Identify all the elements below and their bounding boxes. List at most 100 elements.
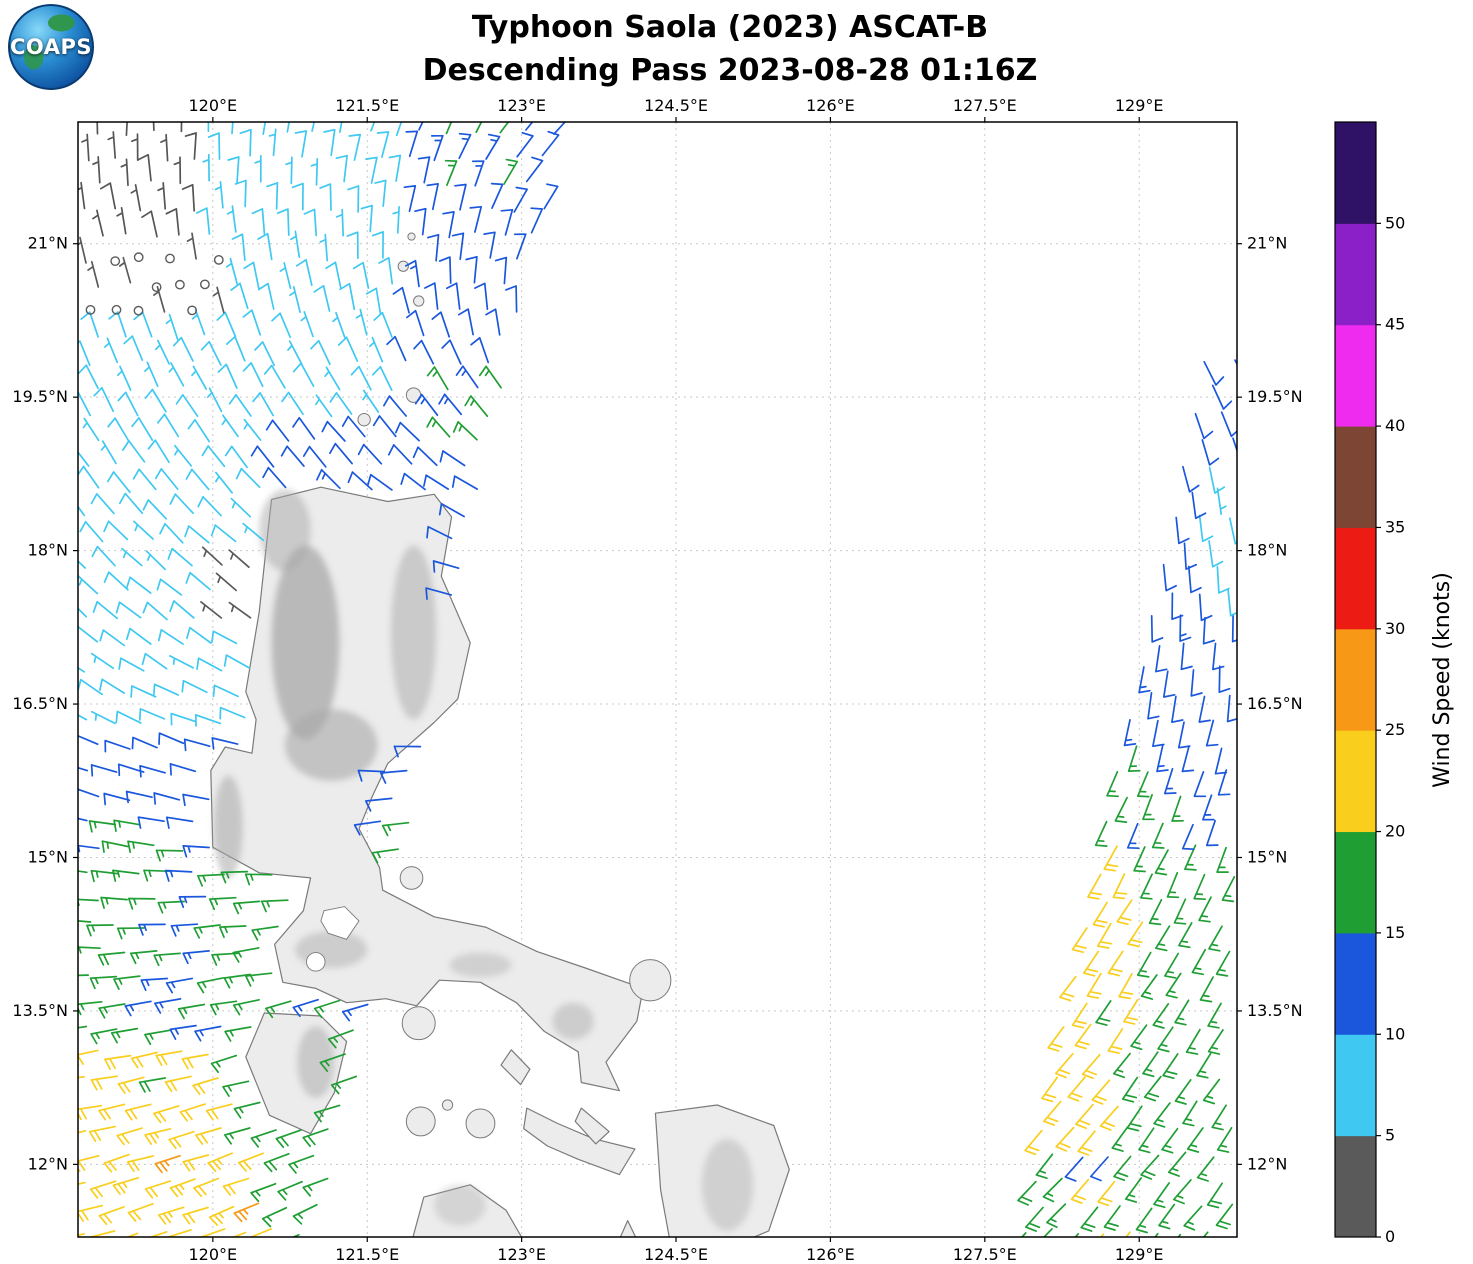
wind-barb xyxy=(383,395,407,417)
wind-barb xyxy=(239,128,252,157)
wind-barb xyxy=(1196,1052,1212,1079)
wind-barb xyxy=(167,547,193,567)
wind-barb xyxy=(81,133,90,162)
wind-barb xyxy=(212,286,225,314)
wind-barb xyxy=(295,258,313,287)
x-tick-label-bottom: 129°E xyxy=(1115,1245,1164,1264)
chart-title-line2: Descending Pass 2023-08-28 01:16Z xyxy=(422,53,1038,88)
wind-barb xyxy=(265,419,290,442)
wind-barb xyxy=(169,1178,196,1198)
wind-barb xyxy=(93,386,115,413)
wind-barb xyxy=(120,158,129,187)
wind-barb xyxy=(1074,1023,1092,1050)
wind-barb xyxy=(1208,540,1224,568)
wind-barb xyxy=(444,159,458,187)
colorbar-tick-labels: 0 5 10 15 20 25 30 35 40 45 50 xyxy=(1376,213,1405,1246)
wind-barb xyxy=(153,792,181,805)
wind-barb xyxy=(1042,1177,1063,1203)
wind-barb xyxy=(381,821,410,837)
wind-barb xyxy=(116,207,127,235)
wind-barb xyxy=(1196,1156,1215,1182)
wind-barb xyxy=(194,714,222,727)
wind-barb xyxy=(1071,927,1088,954)
wind-barb xyxy=(78,920,92,923)
wind-barb xyxy=(103,520,129,541)
axis-ticks xyxy=(73,117,1242,1242)
wind-barb xyxy=(131,133,139,161)
wind-barb xyxy=(483,231,496,259)
wind-barb xyxy=(1127,745,1141,772)
wind-barb xyxy=(1140,974,1158,1000)
wind-barb xyxy=(1205,719,1219,747)
wind-barb xyxy=(154,1154,181,1174)
wind-barb xyxy=(1194,412,1214,440)
wind-barb xyxy=(211,630,238,645)
wind-barb xyxy=(1155,645,1168,673)
wind-barb xyxy=(1081,1053,1101,1080)
wind-barb xyxy=(405,130,419,158)
wind-barb xyxy=(373,311,393,338)
wind-barb xyxy=(1202,794,1215,821)
wind-barb xyxy=(285,156,293,185)
wind-barb xyxy=(464,395,489,418)
wind-barb xyxy=(302,445,327,468)
wind-barb xyxy=(78,391,92,417)
wind-barb xyxy=(265,1000,292,1019)
wind-barb xyxy=(490,182,504,209)
wind-barb xyxy=(1193,873,1207,901)
wind-barb xyxy=(78,870,88,874)
wind-barb xyxy=(266,182,279,210)
wind-barb xyxy=(207,122,210,132)
wind-barb xyxy=(1198,695,1211,723)
wind-barb xyxy=(192,1077,219,1096)
wind-barb xyxy=(182,793,210,807)
wind-barb xyxy=(89,1180,117,1199)
wind-barb xyxy=(442,211,455,239)
wind-barb xyxy=(222,1080,250,1097)
wind-barb xyxy=(181,183,196,212)
wind-barb xyxy=(207,132,221,160)
wind-barb xyxy=(1174,999,1190,1026)
wind-barb xyxy=(191,309,206,336)
wind-barb xyxy=(164,869,193,882)
wind-barb xyxy=(260,899,289,913)
wind-barb xyxy=(152,683,180,697)
wind-barb xyxy=(439,450,466,467)
wind-barb xyxy=(78,1000,103,1016)
wind-barb xyxy=(1089,1156,1109,1182)
wind-barb xyxy=(541,130,560,157)
wind-barb xyxy=(300,311,314,338)
wind-barb xyxy=(138,923,166,936)
wind-barb xyxy=(222,1177,250,1196)
wind-barb xyxy=(144,1127,172,1145)
wind-barb xyxy=(1114,796,1128,823)
wind-barb xyxy=(169,655,194,669)
x-tick-label-bottom: 123°E xyxy=(497,1245,546,1264)
wind-barb xyxy=(400,472,426,491)
x-tick-label-bottom: 124.5°E xyxy=(644,1245,708,1264)
wind-barb xyxy=(118,256,132,284)
wind-barb xyxy=(1211,384,1233,410)
wind-barb xyxy=(1025,1206,1044,1232)
wind-barb xyxy=(131,736,158,750)
wind-barb xyxy=(1046,1203,1067,1229)
wind-barb xyxy=(1234,359,1237,366)
wind-barb xyxy=(263,1152,290,1173)
wind-barb xyxy=(543,183,559,210)
wind-barb xyxy=(1193,771,1207,798)
wind-barb xyxy=(184,525,210,544)
wind-barb xyxy=(144,388,167,413)
wind-barb xyxy=(378,257,394,285)
wind-barb xyxy=(365,156,378,184)
wind-barb xyxy=(179,1103,206,1122)
wind-barb xyxy=(319,1053,346,1072)
wind-barb xyxy=(393,745,422,758)
wind-barb xyxy=(1174,1079,1192,1105)
wind-barb xyxy=(90,1028,118,1045)
plot-content xyxy=(78,122,1237,1237)
wind-barb xyxy=(78,1025,88,1029)
wind-barb xyxy=(425,587,453,600)
wind-barb xyxy=(78,450,90,467)
wind-barb xyxy=(1187,565,1202,594)
wind-barb xyxy=(470,336,490,364)
